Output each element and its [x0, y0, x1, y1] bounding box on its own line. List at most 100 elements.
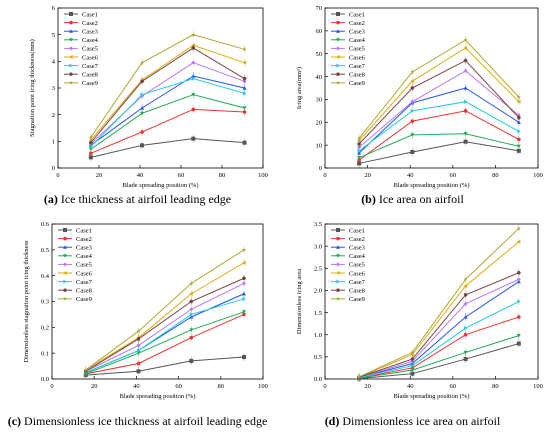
y-tick-label: 0.6 [41, 221, 50, 228]
x-tick-label: 60 [175, 383, 182, 390]
legend-label: Case5 [349, 262, 365, 269]
series-line [358, 39, 520, 139]
x-tick-label: 20 [96, 172, 103, 179]
series-case9 [88, 30, 247, 142]
legend-label: Case1 [349, 227, 365, 234]
series-case1 [88, 134, 247, 162]
y-tick-label: 0.4 [41, 273, 50, 280]
data-point [410, 133, 415, 137]
legend-label: Case3 [349, 245, 365, 252]
y-tick-label: 4 [52, 59, 56, 66]
data-point [357, 156, 362, 160]
x-tick-label: 0 [323, 383, 326, 390]
legend-label: Case8 [82, 72, 98, 79]
legend-marker [336, 20, 340, 25]
series-line [90, 34, 245, 138]
series-case6 [83, 258, 246, 374]
data-point [463, 139, 468, 144]
data-point [242, 276, 247, 280]
data-point [140, 92, 145, 97]
legend-label: Case5 [349, 46, 365, 53]
data-point [140, 106, 145, 110]
series-line [359, 335, 519, 379]
series-case4 [357, 129, 521, 162]
caption-d: (d) Dimensionless ice area on airfoil [275, 414, 550, 429]
series-case7 [89, 74, 247, 151]
series-line [359, 343, 519, 380]
legend-marker [336, 288, 340, 292]
y-tick-label: 10 [316, 142, 323, 149]
series-line [85, 313, 245, 375]
x-axis-label: Blade spreading position (%) [120, 393, 196, 400]
data-point [88, 140, 93, 145]
series-line [90, 94, 245, 150]
series-case1 [83, 353, 247, 380]
y-tick-label: 1.0 [314, 332, 322, 339]
data-point [189, 358, 194, 363]
x-tick-label: 100 [258, 172, 268, 179]
data-point [517, 137, 521, 142]
x-tick-label: 20 [364, 172, 371, 179]
y-tick-label: 3.0 [314, 243, 322, 250]
caption-letter: (c) [7, 414, 22, 428]
legend-marker [69, 20, 73, 25]
y-tick-label: 50 [316, 51, 323, 58]
y-tick-label: 0 [52, 165, 55, 172]
legend-label: Case8 [349, 288, 365, 295]
legend-marker [63, 245, 67, 249]
data-point [189, 281, 194, 286]
caption-letter: (d) [324, 414, 340, 428]
data-point [463, 68, 468, 73]
data-point [241, 247, 247, 252]
legend-marker [63, 288, 67, 292]
series-line [90, 44, 245, 141]
y-tick-label: 0.0 [41, 376, 49, 383]
data-point [356, 374, 362, 379]
y-tick-label: 30 [316, 97, 323, 104]
data-point [242, 86, 247, 90]
legend-label: Case9 [76, 296, 92, 303]
legend-marker [336, 46, 340, 51]
chart-panel-b: 0 20 40 60 80 100 0 10 20 30 40 50 60 70 Blade spreadi… [296, 5, 543, 189]
y-axis-label: Icing area(mm²) [296, 67, 303, 109]
series-line [85, 356, 245, 376]
data-point [189, 291, 193, 296]
x-axis-label: Blade spreading position (%) [394, 182, 470, 189]
series-case7 [357, 97, 521, 155]
y-tick-label: 0.5 [41, 247, 49, 254]
caption-letter: (a) [43, 192, 58, 206]
legend-marker [336, 72, 340, 76]
legend-marker [336, 228, 340, 232]
series-line [358, 87, 520, 154]
data-point [463, 46, 468, 50]
legend-label: Case6 [82, 54, 99, 61]
legend-marker [69, 38, 73, 42]
caption-letter: (b) [361, 192, 376, 206]
data-point [189, 312, 194, 317]
y-tick-label: 2.5 [314, 265, 322, 272]
data-point [242, 76, 247, 81]
y-tick-label: 0.2 [41, 325, 49, 332]
legend-label: Case6 [349, 54, 366, 61]
y-tick-label: 20 [316, 119, 323, 126]
data-point [242, 281, 247, 286]
x-tick-label: 100 [533, 383, 543, 390]
data-point [463, 357, 468, 362]
series-line [358, 110, 520, 161]
series-line [85, 282, 245, 372]
data-point [140, 79, 145, 84]
data-point [191, 32, 196, 37]
x-tick-label: 20 [91, 383, 98, 390]
data-point [242, 91, 247, 96]
legend-marker [63, 262, 67, 267]
data-point [189, 299, 194, 304]
series-case6 [357, 44, 521, 145]
y-tick-label: 0 [319, 165, 322, 172]
legend-label: Case2 [76, 236, 92, 243]
data-point [463, 326, 468, 331]
data-point [516, 99, 521, 104]
y-tick-label: 70 [316, 5, 323, 12]
y-tick-label: 3 [52, 85, 55, 92]
